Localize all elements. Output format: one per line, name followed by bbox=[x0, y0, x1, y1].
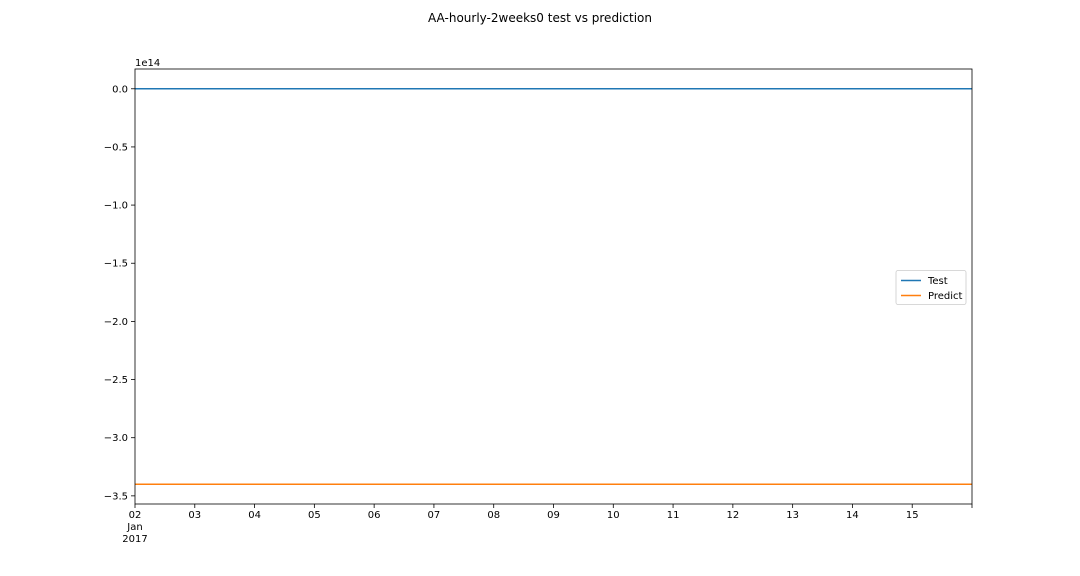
x-tick-label: 08 bbox=[487, 510, 500, 521]
x-tick-label: 15 bbox=[906, 510, 919, 521]
x-tick-label: 09 bbox=[547, 510, 560, 521]
x-tick-label: 02 bbox=[129, 510, 142, 521]
axes-frame bbox=[134, 68, 973, 505]
y-tick-label: −1.0 bbox=[104, 201, 128, 212]
x-tick-label: 06 bbox=[368, 510, 381, 521]
x-tick-label: 11 bbox=[667, 510, 680, 521]
legend: Test Predict bbox=[895, 270, 967, 305]
y-axis-offset-label: 1e14 bbox=[135, 58, 160, 69]
x-tick-label: 03 bbox=[188, 510, 201, 521]
plot-area: 0.0 −0.5 −1.0 −1.5 −2.0 −2.5 −3.0 −3.502 03 04 05 0… bbox=[104, 68, 973, 545]
y-tick-label: −3.0 bbox=[104, 433, 128, 444]
chart-title: AA-hourly-2weeks0 test vs prediction bbox=[428, 11, 652, 25]
y-tick-label: −0.5 bbox=[104, 142, 128, 153]
y-tick-label: 0.0 bbox=[112, 84, 128, 95]
legend-label-predict: Predict bbox=[928, 291, 963, 302]
x-tick-label: 07 bbox=[428, 510, 441, 521]
x-tick-label: 13 bbox=[786, 510, 799, 521]
x-tick-label: 14 bbox=[846, 510, 859, 521]
y-tick-label: −1.5 bbox=[104, 259, 128, 270]
y-tick-label: −2.0 bbox=[104, 317, 128, 328]
x-tick-secondary-label: Jan bbox=[126, 522, 142, 533]
x-tick-label: 04 bbox=[248, 510, 261, 521]
legend-label-test: Test bbox=[927, 276, 948, 287]
y-tick-label: −2.5 bbox=[104, 375, 128, 386]
x-tick-label: 12 bbox=[726, 510, 739, 521]
x-tick-label: 10 bbox=[607, 510, 620, 521]
x-tick-secondary-label: 2017 bbox=[122, 534, 147, 545]
x-tick-label: 05 bbox=[308, 510, 321, 521]
y-tick-label: −3.5 bbox=[104, 491, 128, 502]
